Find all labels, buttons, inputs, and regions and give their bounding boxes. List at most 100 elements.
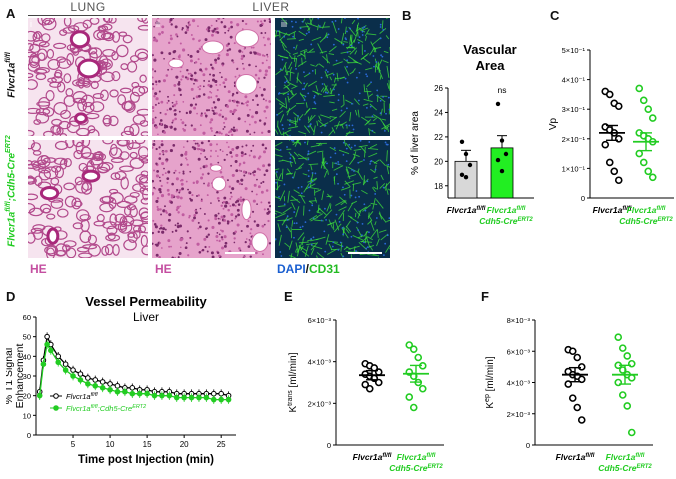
nucleus-mark [240,154,244,158]
nucleus-mark [197,94,201,98]
cd31-signal [279,114,285,123]
nucleus-mark [240,102,244,105]
dapi-nucleus [341,245,344,248]
series-point [44,341,50,348]
dapi-nucleus [342,141,345,144]
dapi-nucleus [324,91,327,94]
nucleus-mark [152,83,155,86]
data-point [361,380,370,389]
series-point [188,394,195,401]
nucleus-mark [198,87,201,91]
data-point [459,139,465,144]
alveolus-mark [29,43,41,54]
cd31-signal [340,104,345,108]
nucleus-mark [267,129,271,134]
alveolus-mark [138,175,148,184]
y-tick-label: 10 [23,411,31,420]
cd31-signal [368,212,370,219]
nucleus-mark [224,31,227,34]
dapi-nucleus [368,231,370,234]
cd31-signal [343,41,348,43]
cd31-signal [317,204,320,213]
cd31-signal [362,204,372,212]
cd31-signal [363,84,366,92]
cd31-signal [296,102,305,105]
alveolus-mark [60,109,71,120]
cd31-signal [368,152,378,158]
cd31-signal [364,35,367,41]
nucleus-mark [152,54,154,57]
nucleus-mark [203,79,206,82]
nucleus-mark [180,78,183,81]
nucleus-mark [158,152,162,156]
nucleus-mark [212,74,216,77]
dapi-nucleus [337,163,340,166]
dapi-nucleus [283,183,286,186]
dapi-nucleus [277,93,280,95]
data-point [614,176,623,185]
nucleus-mark [168,52,172,55]
y-tick-label: 8×10⁻³ [507,316,531,325]
dapi-nucleus [290,20,293,23]
bar [454,160,478,199]
nucleus-mark [217,212,220,215]
cd31-signal [380,174,384,181]
nucleus-mark [231,187,235,191]
alveolus-mark [82,101,95,114]
nucleus-mark [234,75,237,78]
nucleus-mark [178,110,181,113]
dapi-nucleus [342,153,345,156]
alveolus-mark [51,165,62,173]
cd31-signal [302,238,304,245]
cd31-signal [313,125,316,136]
nucleus-mark [192,97,195,100]
cd31-signal [308,200,314,205]
data-point [610,167,619,176]
nucleus-mark [226,179,229,182]
nucleus-mark [165,74,169,77]
nucleus-mark [263,123,266,126]
cd31-signal [291,85,298,90]
cd31-signal [316,211,322,214]
nucleus-mark [229,35,233,39]
cd31-signal [340,18,343,24]
dapi-nucleus [384,141,387,144]
cd31-signal [328,46,337,53]
cd31-signal [358,160,363,163]
dapi-nucleus [374,193,377,195]
dapi-nucleus [285,80,288,83]
alveolus-mark [109,213,118,226]
dapi-nucleus [332,43,335,46]
dapi-nucleus [320,219,323,222]
nucleus-mark [157,22,161,25]
cd31-signal [335,199,346,206]
alveolus-mark [120,176,129,190]
nucleus-mark [234,217,237,220]
vessel-lumen [39,186,60,201]
dapi-nucleus [338,221,341,223]
dapi-nucleus [311,172,314,174]
alveolus-mark [49,81,62,88]
nucleus-mark [198,251,202,254]
nucleus-mark [166,109,169,112]
data-point [623,402,632,410]
dapi-nucleus [310,238,313,240]
nucleus-mark [255,65,257,68]
nucleus-mark [240,151,244,155]
nucleus-mark [217,199,220,202]
alveolus-mark [109,89,119,98]
nucleus-mark [232,129,236,133]
cd31-signal [378,229,387,233]
alveolus-mark [37,48,48,61]
cd31-signal [382,60,389,64]
panel-b-label: B [402,8,412,23]
alveolus-mark [102,140,114,145]
nucleus-mark [220,76,223,79]
nucleus-mark [152,193,154,196]
cd31-signal [281,129,292,136]
series-point [225,396,232,403]
nucleus-mark [217,54,221,57]
nucleus-mark [183,128,186,132]
cd31-signal [277,110,284,115]
data-point [577,363,586,371]
